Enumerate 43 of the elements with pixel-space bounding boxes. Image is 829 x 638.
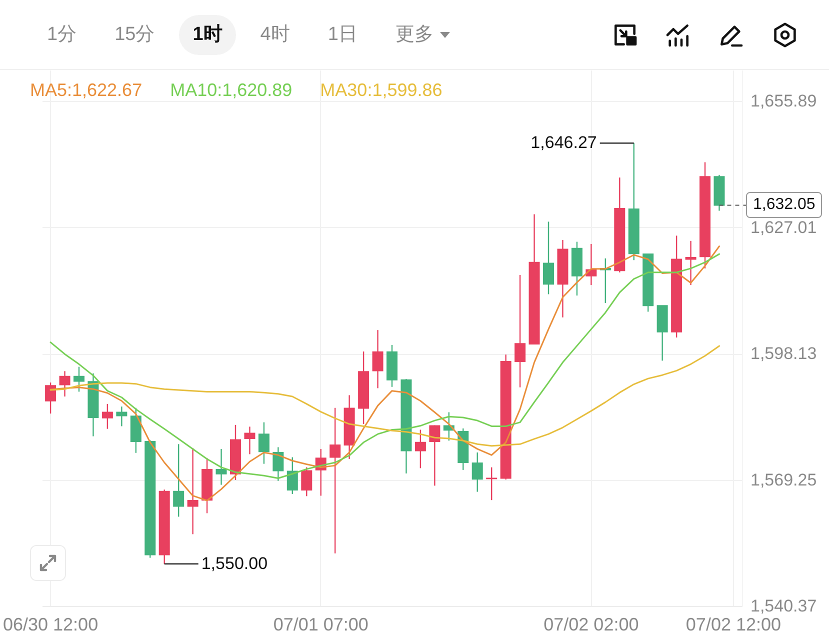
ref-line-label: 1,550.00 [201,554,268,573]
candlestick [59,370,70,398]
text: 更多 [395,23,434,47]
candlestick [272,446,284,482]
text: MA10:1,620.89 [170,80,292,101]
text: 1日 [328,23,358,47]
x-tick-label: 07/02 02:00 [544,614,639,634]
candlestick [514,274,526,388]
candlestick [301,466,312,497]
candlestick [286,456,298,495]
text: 15分 [114,23,155,47]
y-tick-label: 1,569.25 [750,470,817,490]
ref-line-label: 1,632.05 [746,192,822,218]
text: MA30:1,599.86 [320,80,442,101]
candlestick [429,424,440,486]
y-tick-label: 1,627.01 [750,218,817,237]
x-tick-label: 06/30 12:00 [2,614,98,634]
candlestick [216,448,227,486]
candlestick [187,447,198,535]
candlestick [173,444,184,518]
candlestick [258,422,270,464]
text: 1时 [192,23,222,47]
candlestick [414,429,426,469]
candlestick [472,452,483,492]
candlestick [330,407,341,554]
text: 4时 [260,23,290,47]
candlestick [486,466,498,501]
candlestick [73,366,84,392]
text: MA5:1,622.67 [30,80,142,101]
text: 1分 [47,23,77,47]
candlestick [45,382,56,414]
x-tick-label: 07/02 12:00 [686,614,782,634]
candlestick [102,403,113,430]
x-tick-label: 07/01 07:00 [273,614,368,634]
ref-line-label: 1,646.27 [530,133,597,152]
candlestick [244,426,256,455]
candlestick [116,406,128,427]
y-tick-label: 1,655.89 [750,92,817,111]
y-tick-label: 1,598.13 [750,344,817,364]
candlestick [372,329,384,389]
candlestick [543,221,554,295]
y-tick-label: 1,540.37 [750,596,817,616]
candlestick [685,240,696,286]
